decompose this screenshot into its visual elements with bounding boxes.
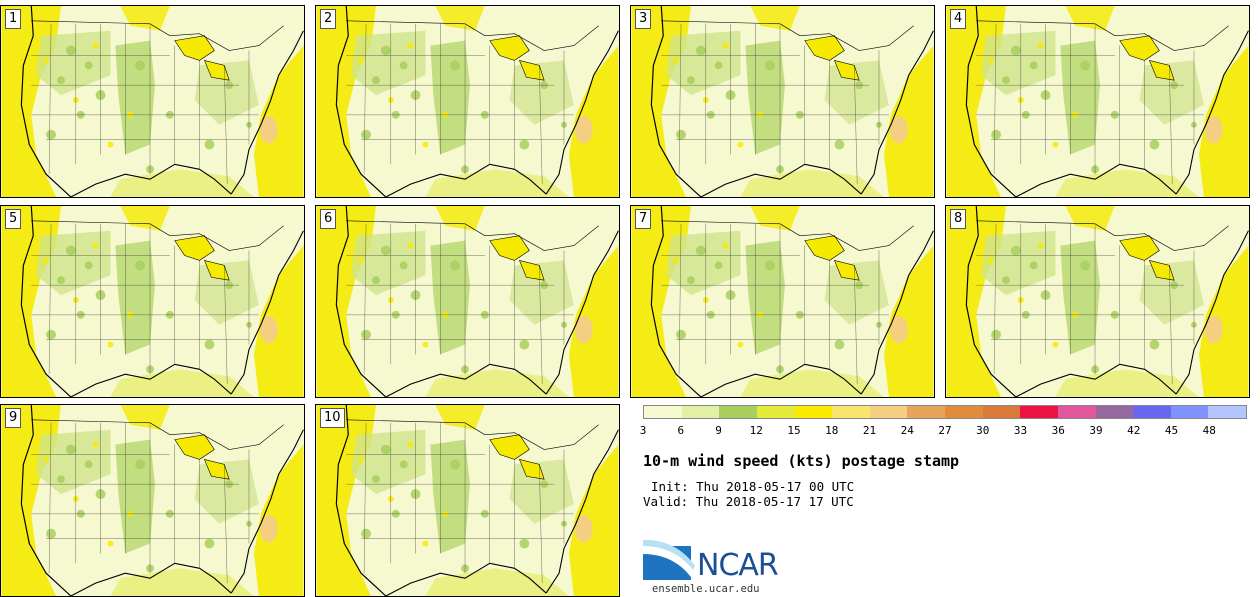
wind-map <box>316 206 619 397</box>
legend-ticks: 3 6 9 12 15 18 21 24 27 30 33 36 39 42 45 48 <box>639 424 1247 438</box>
init-time: Init: Thu 2018-05-17 00 UTC <box>651 479 855 494</box>
legend-swatch <box>907 406 945 418</box>
wind-map <box>316 6 619 197</box>
member-number: 7 <box>635 209 652 229</box>
legend-swatch <box>681 406 720 418</box>
stamp-panel-10[interactable]: 10 <box>315 404 620 597</box>
wind-map <box>946 6 1249 197</box>
legend-swatch <box>1133 406 1171 418</box>
stamp-panel-3[interactable]: 3 <box>630 5 935 198</box>
legend-tick-label: 6 <box>677 424 685 437</box>
legend-tick-label: 33 <box>1013 424 1028 437</box>
legend-tick-label: 24 <box>900 424 914 437</box>
legend-tick-label: 12 <box>749 424 763 437</box>
color-legend <box>643 405 1247 419</box>
legend-tick-label: 9 <box>715 424 722 437</box>
legend-tick-label: 15 <box>787 424 801 437</box>
stamp-panel-9[interactable]: 9 <box>0 404 305 597</box>
member-number: 8 <box>950 209 967 229</box>
legend-swatch <box>644 406 682 418</box>
stamp-panel-6[interactable]: 6 <box>315 205 620 398</box>
legend-tick-label: 42 <box>1127 424 1141 437</box>
member-number: 1 <box>5 9 22 29</box>
legend-swatch <box>869 406 908 418</box>
legend-swatch <box>1095 406 1134 418</box>
valid-time: Valid: Thu 2018-05-17 17 UTC <box>643 494 854 509</box>
legend-swatch <box>719 406 757 418</box>
legend-tick-label: 48 <box>1202 424 1216 437</box>
legend-swatch <box>1208 406 1246 418</box>
legend-tick-label: 36 <box>1051 424 1065 437</box>
wind-map <box>316 405 619 596</box>
legend-tick-label: 18 <box>825 424 839 437</box>
legend-swatch <box>794 406 833 418</box>
wind-map <box>1 206 304 397</box>
legend-swatch <box>945 406 983 418</box>
stamp-panel-2[interactable]: 2 <box>315 5 620 198</box>
wind-map <box>946 206 1249 397</box>
legend-swatch <box>756 406 795 418</box>
ncar-logo-icon <box>643 540 695 580</box>
stamp-panel-7[interactable]: 7 <box>630 205 935 398</box>
legend-swatch <box>1170 406 1209 418</box>
member-number: 6 <box>320 209 337 229</box>
member-number: 2 <box>320 9 337 29</box>
legend-tick-label: 21 <box>862 424 877 437</box>
wind-map <box>631 6 934 197</box>
legend-tick-label: 27 <box>938 424 952 437</box>
legend-tick-label: 3 <box>639 424 647 437</box>
member-number: 10 <box>320 408 345 428</box>
ncar-wordmark: NCAR <box>697 548 779 583</box>
legend-tick-label: 39 <box>1089 424 1103 437</box>
wind-map <box>1 405 304 596</box>
wind-map <box>1 6 304 197</box>
member-number: 9 <box>5 408 22 428</box>
legend-swatch <box>832 406 870 418</box>
stamp-panel-4[interactable]: 4 <box>945 5 1250 198</box>
stamp-panel-1[interactable]: 1 <box>0 5 305 198</box>
stamp-panel-5[interactable]: 5 <box>0 205 305 398</box>
legend-tick-label: 30 <box>976 424 990 437</box>
legend-swatch <box>1057 406 1096 418</box>
member-number: 5 <box>5 209 22 229</box>
legend-swatch <box>1020 406 1058 418</box>
legend-swatch <box>982 406 1021 418</box>
member-number: 3 <box>635 9 652 29</box>
page-title: 10-m wind speed (kts) postage stamp <box>643 452 960 470</box>
legend-tick-label: 45 <box>1164 424 1179 437</box>
member-number: 4 <box>950 9 967 29</box>
wind-map <box>631 206 934 397</box>
site-url[interactable]: ensemble.ucar.edu <box>652 583 760 595</box>
stamp-panel-8[interactable]: 8 <box>945 205 1250 398</box>
